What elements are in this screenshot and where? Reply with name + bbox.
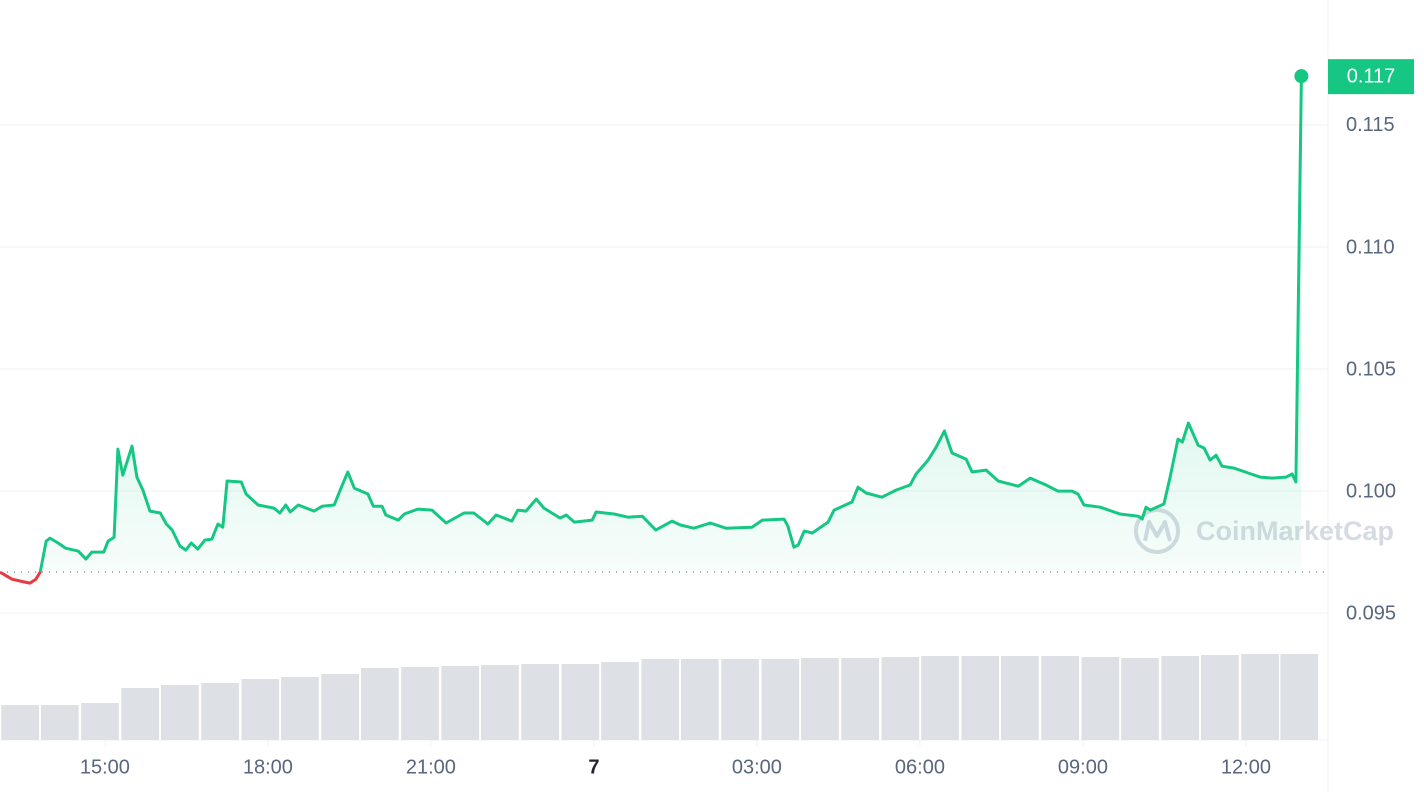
y-tick-label: 0.115: [1346, 114, 1395, 136]
volume-bar: [1001, 656, 1039, 740]
volume-bar: [761, 659, 800, 740]
volume-bar: [40, 705, 79, 740]
x-tick-label: 15:00: [80, 756, 130, 778]
volume-bar: [1241, 654, 1279, 740]
y-tick-label: 0.110: [1346, 236, 1395, 258]
x-tick-label: 09:00: [1058, 756, 1108, 778]
volume-bar: [521, 664, 559, 740]
x-tick-label: 12:00: [1221, 756, 1271, 778]
x-tick-label: 21:00: [406, 756, 456, 778]
volume-bar: [360, 668, 399, 740]
y-tick-label: 0.095: [1346, 602, 1396, 624]
volume-bar: [721, 659, 759, 740]
last-price-box: [1328, 59, 1414, 95]
volume-bar: [1081, 657, 1120, 740]
volume-bar: [281, 677, 319, 740]
volume-bar: [961, 656, 1000, 740]
volume-bar: [481, 665, 519, 740]
x-tick-label: 7: [588, 756, 599, 778]
y-tick-label: 0.100: [1346, 480, 1396, 502]
price-line: [0, 76, 1303, 585]
x-tick-label: 06:00: [895, 756, 945, 778]
volume-bar: [601, 662, 639, 740]
last-price-dot: [1294, 69, 1309, 84]
volume-bar: [241, 679, 280, 740]
volume-bar: [841, 658, 879, 740]
volume-bar: [201, 683, 239, 740]
volume-bar: [321, 674, 359, 740]
last-price-label: 0.117: [1347, 65, 1396, 87]
volume-bar: [1201, 655, 1239, 740]
volume-bar: [681, 659, 719, 740]
volume-bar: [81, 703, 119, 740]
volume-bar: [401, 667, 439, 740]
volume-bar: [801, 658, 839, 740]
volume-bar: [561, 664, 600, 740]
volume-bar: [1280, 654, 1319, 740]
x-tick-label: 03:00: [732, 756, 782, 778]
volume-bar: [921, 656, 959, 740]
y-tick-label: 0.105: [1346, 358, 1396, 380]
x-tick-label: 18:00: [243, 756, 293, 778]
volume-bar: [1, 705, 39, 740]
volume-bar: [161, 685, 199, 740]
volume-bar: [1161, 656, 1200, 740]
volume-bar: [881, 657, 920, 740]
volume-bar: [1121, 658, 1159, 740]
volume-bar: [121, 688, 160, 740]
volume-bar: [641, 659, 680, 740]
volume-bar: [1041, 656, 1079, 740]
price-area: [0, 76, 1302, 584]
volume-bar: [441, 666, 480, 740]
